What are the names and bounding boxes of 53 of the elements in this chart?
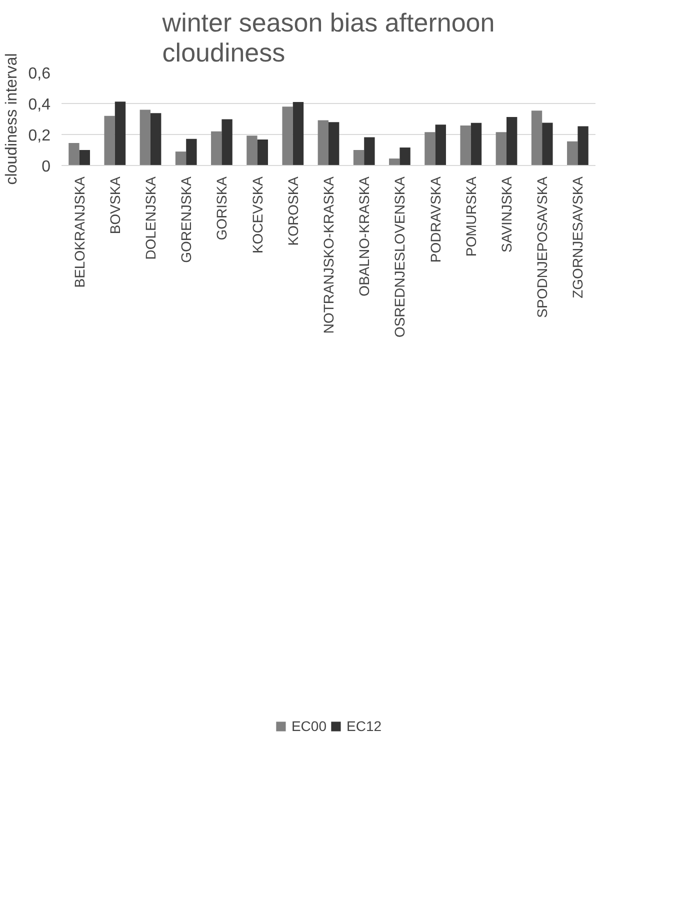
x-tick-label: KOROSKA [284, 176, 301, 246]
x-tick-label: ZGORNJESAVSKA [570, 176, 586, 298]
bar [318, 120, 328, 166]
x-tick-label: GORENJSKA [178, 176, 194, 263]
bar [175, 152, 186, 166]
y-tick-label: 0,4 [28, 96, 51, 114]
bar [506, 116, 518, 166]
bar [364, 137, 375, 166]
bar [257, 139, 268, 166]
bar [400, 148, 410, 166]
bar [424, 132, 436, 166]
y-tick-label: 0,6 [28, 66, 51, 82]
bar [460, 126, 471, 166]
bar [282, 106, 293, 166]
x-tick-label: DOLENJSKA [142, 176, 158, 260]
x-tick-label: SAVINJSKA [498, 176, 514, 252]
y-tick-label: 0 [42, 158, 51, 176]
legend-label: EC12 [346, 718, 382, 734]
y-axis-title: cloudiness interval [3, 53, 20, 185]
bar [542, 122, 553, 166]
x-tick-label: PODRAVSKA [427, 176, 444, 263]
bar [104, 116, 115, 166]
bar [496, 132, 506, 166]
x-tick-label: GORISKA [214, 176, 230, 240]
bar [353, 150, 364, 166]
bar [186, 138, 197, 166]
bar [567, 141, 578, 166]
bar [140, 110, 150, 166]
bar [328, 122, 340, 166]
bar [222, 119, 232, 166]
y-tick-label: 0,2 [28, 128, 51, 144]
bar [389, 158, 400, 166]
x-tick-label: OBALNO-KRASKA [356, 176, 372, 296]
bar [211, 131, 222, 166]
bar [150, 113, 162, 166]
x-tick-label: NOTRANJSKO-KRASKA [320, 176, 336, 334]
x-tick-label: POMURSKA [462, 176, 479, 257]
x-tick-label: BOVSKA [106, 176, 123, 234]
bar [246, 136, 258, 166]
x-tick-label: SPODNJEPOSAVSKA [534, 176, 550, 318]
bar [531, 110, 542, 166]
x-tick-label: BELOKRANJSKA [71, 176, 88, 288]
bar [114, 102, 126, 166]
x-tick-label: KOCEVSKA [249, 176, 266, 254]
bar [578, 126, 588, 166]
bar [79, 150, 90, 166]
bar [470, 122, 482, 166]
bar [68, 143, 80, 166]
x-tick-label: OSREDNJESLOVENSKA [392, 176, 408, 338]
chart-title: winter season bias afternoon cloudiness [161, 8, 495, 68]
bar [292, 102, 304, 166]
bar [435, 124, 446, 166]
legend-label: EC00 [291, 718, 326, 734]
